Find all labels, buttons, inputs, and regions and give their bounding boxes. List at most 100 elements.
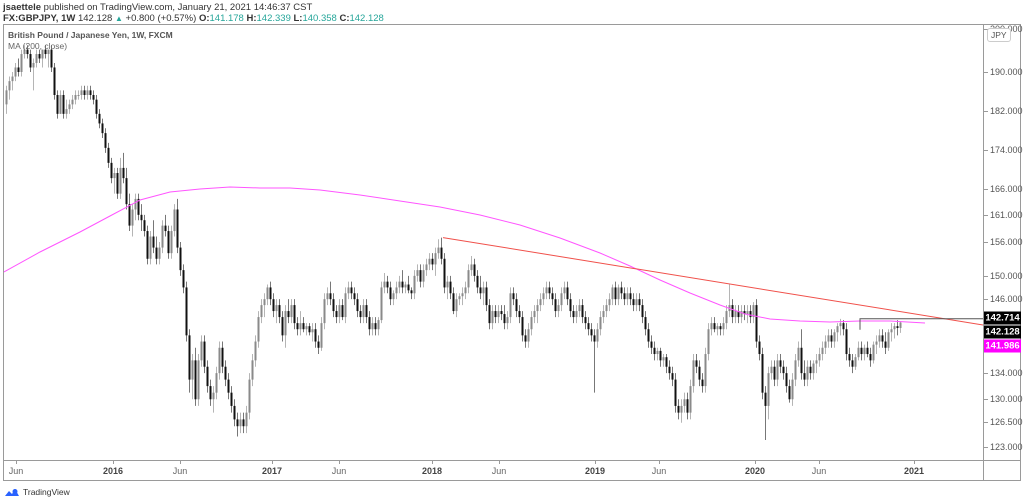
candle xyxy=(665,354,668,374)
candle xyxy=(566,281,569,306)
candle xyxy=(758,335,761,361)
price-tick xyxy=(984,422,988,423)
candle xyxy=(872,341,875,364)
chart-plot-area[interactable] xyxy=(4,25,983,460)
candle xyxy=(716,323,719,336)
candle xyxy=(38,49,41,63)
indicator-legend[interactable]: MA (200, close) xyxy=(8,41,68,51)
candle xyxy=(533,305,536,324)
candle xyxy=(500,305,503,321)
candle xyxy=(809,360,812,380)
candle xyxy=(461,287,464,306)
time-tick xyxy=(659,461,660,464)
candle xyxy=(245,405,248,434)
candle xyxy=(32,58,35,91)
horizontal-level-line[interactable] xyxy=(859,318,983,330)
candle xyxy=(752,302,755,324)
candle xyxy=(221,341,224,374)
candle xyxy=(185,281,188,342)
candle xyxy=(755,299,758,348)
price-tick-label: 190.000 xyxy=(990,67,1023,77)
currency-badge[interactable]: JPY xyxy=(987,28,1011,42)
candle xyxy=(86,85,89,100)
trendline[interactable] xyxy=(442,237,983,326)
candle xyxy=(71,94,74,110)
candle xyxy=(326,287,329,306)
candle xyxy=(134,193,137,221)
series-legend[interactable]: British Pound / Japanese Yen, 1W, FXCM xyxy=(8,30,173,40)
candle xyxy=(224,360,227,387)
candlestick-chart xyxy=(4,45,983,441)
close-value: 142.128 xyxy=(349,13,384,24)
candle xyxy=(818,347,821,367)
candle xyxy=(506,311,509,330)
candle xyxy=(155,236,158,265)
candle xyxy=(95,94,98,119)
candle xyxy=(653,341,656,361)
candle xyxy=(206,360,209,393)
high-label: H: xyxy=(246,13,257,24)
candle xyxy=(629,287,632,306)
candle xyxy=(491,305,494,330)
candle xyxy=(836,323,839,342)
time-tick-label: Jun xyxy=(8,466,24,476)
price-tick xyxy=(984,373,988,374)
candle xyxy=(884,332,887,355)
candle xyxy=(632,293,635,312)
candle xyxy=(305,323,308,336)
candle xyxy=(896,320,899,336)
candle xyxy=(164,214,167,237)
candle xyxy=(770,360,773,380)
candle xyxy=(281,311,284,342)
candle xyxy=(854,354,857,370)
chart-frame xyxy=(3,24,1021,481)
candle xyxy=(236,412,239,437)
time-tick-label: Jun xyxy=(651,466,667,476)
candle xyxy=(20,49,23,77)
candle xyxy=(302,317,305,333)
candle xyxy=(17,58,20,77)
author-name[interactable]: jsaettele xyxy=(3,2,42,13)
candle xyxy=(719,323,722,336)
price-tick-label: 126.500 xyxy=(990,417,1023,427)
candle xyxy=(119,157,122,199)
tradingview-brand[interactable]: TradingView xyxy=(4,487,70,497)
candle xyxy=(356,293,359,318)
candle xyxy=(869,347,872,367)
candle xyxy=(464,281,467,300)
time-tick-label: 2017 xyxy=(261,466,283,476)
candle xyxy=(830,329,833,348)
candle xyxy=(170,225,173,259)
candle xyxy=(443,253,446,294)
time-tick xyxy=(755,461,756,464)
candle xyxy=(563,281,566,300)
candle xyxy=(362,299,365,324)
candle xyxy=(743,305,746,321)
candle xyxy=(644,311,647,336)
candle xyxy=(92,90,95,105)
candle xyxy=(689,379,692,420)
ohlc-bar: FX:GBPJPY, 1W 142.128 ▲ +0.800 (+0.57%) … xyxy=(3,13,384,24)
candle xyxy=(176,198,179,254)
price-tick xyxy=(984,242,988,243)
candle xyxy=(749,305,752,324)
candle xyxy=(449,275,452,300)
candle xyxy=(791,373,794,406)
candle xyxy=(275,299,278,324)
candle xyxy=(800,329,803,380)
time-tick xyxy=(16,461,17,464)
candle xyxy=(107,142,110,168)
candle xyxy=(635,293,638,312)
candle xyxy=(29,49,32,72)
candle xyxy=(188,329,191,393)
candle xyxy=(521,311,524,342)
candle xyxy=(674,373,677,413)
ma200-line[interactable] xyxy=(4,186,926,324)
candle xyxy=(101,118,104,139)
time-tick xyxy=(595,461,596,464)
candle xyxy=(473,258,476,282)
high-value: 142.339 xyxy=(256,13,291,24)
candle xyxy=(692,354,695,393)
candle xyxy=(278,299,281,324)
open-label: O: xyxy=(198,13,210,24)
